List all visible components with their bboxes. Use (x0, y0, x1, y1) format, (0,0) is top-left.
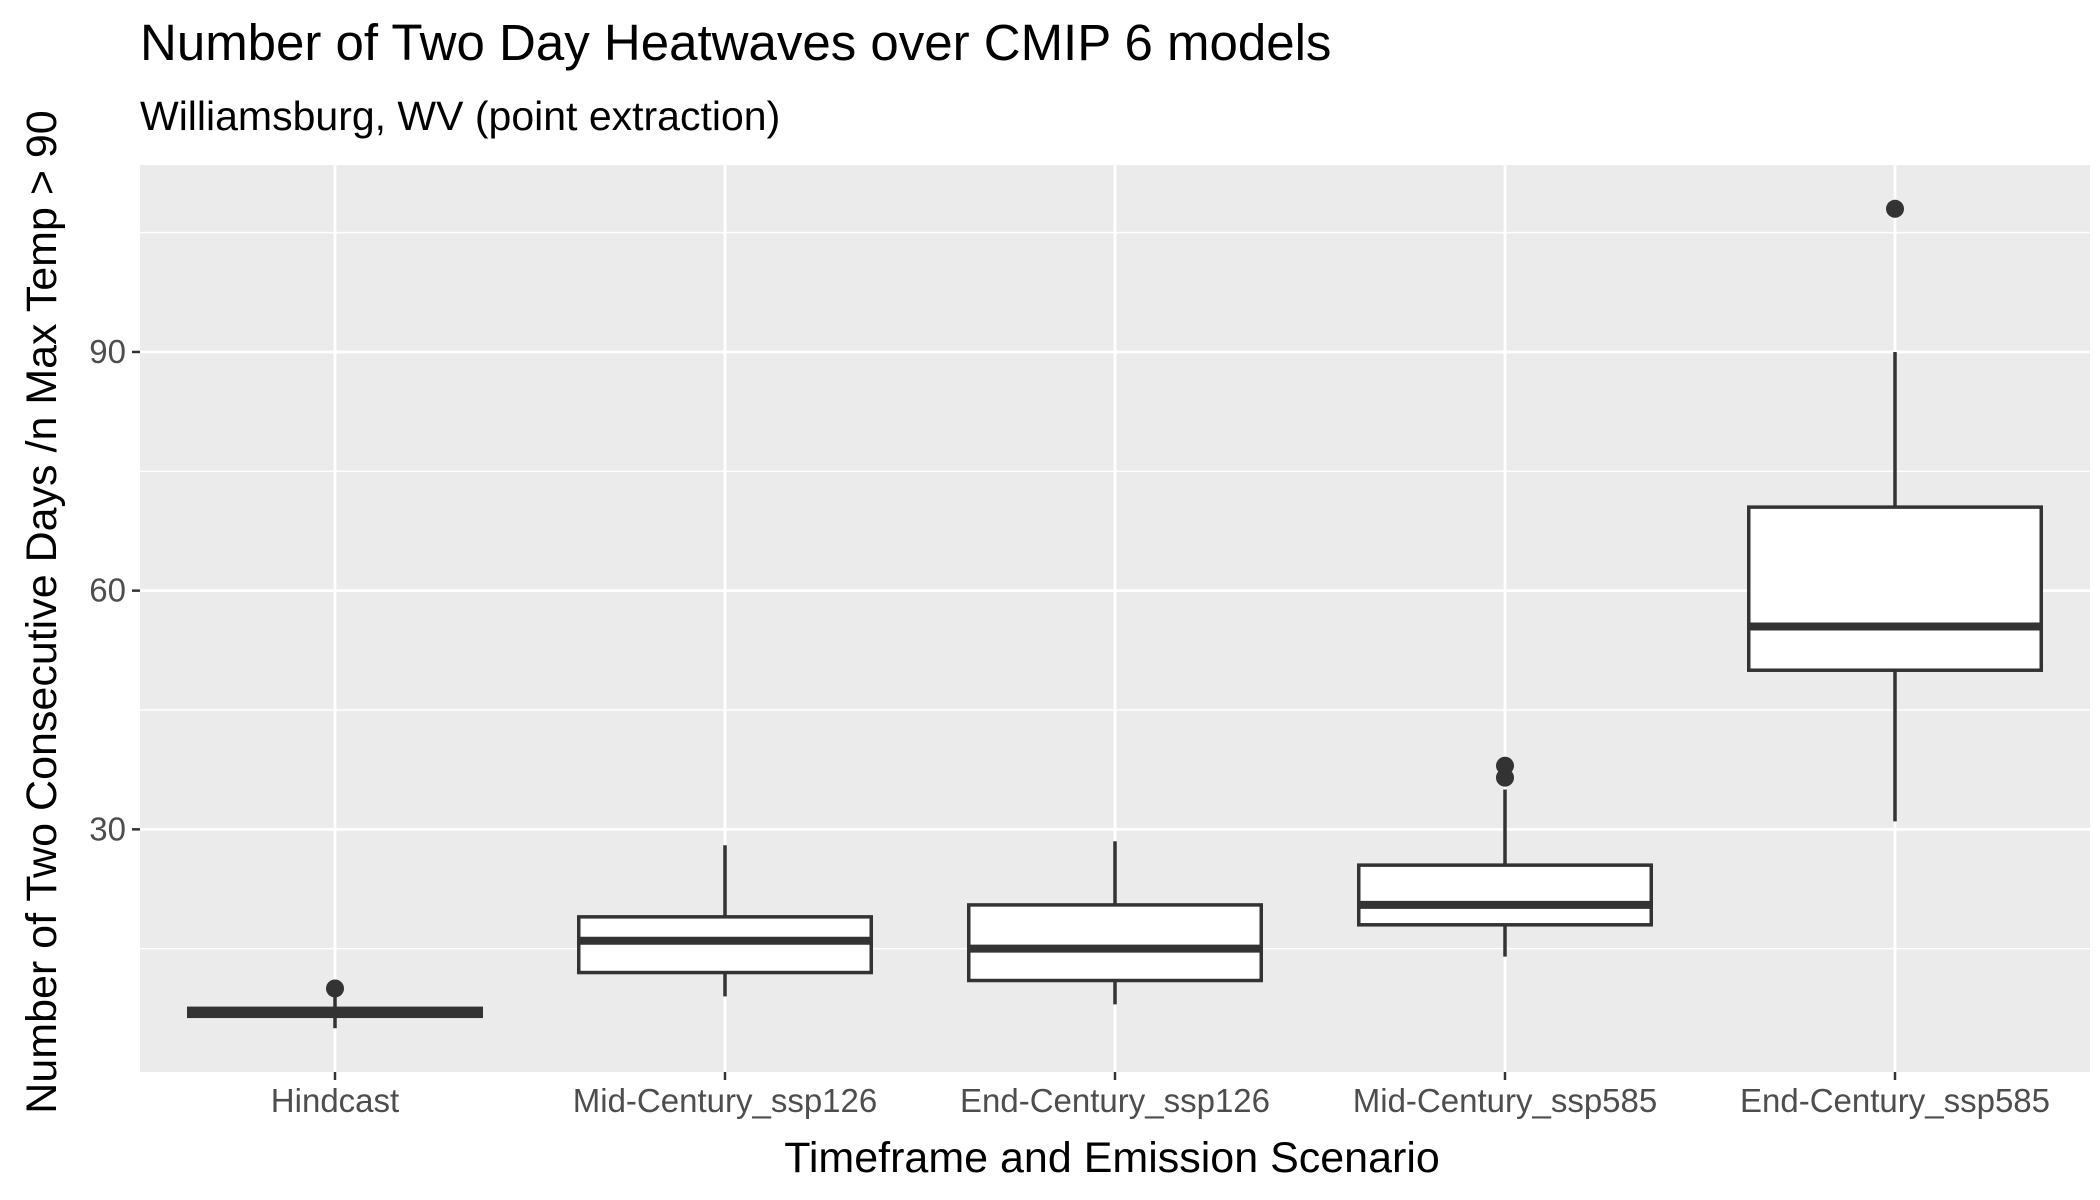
box-group (1747, 199, 2043, 822)
x-tick-label: End-Century_ssp585 (1740, 1082, 2050, 1119)
outlier-point (1886, 199, 1904, 218)
box-group (187, 979, 483, 1029)
y-tick-label: 30 (89, 810, 126, 847)
outlier-point (1496, 756, 1514, 775)
boxplots (187, 199, 2043, 1029)
x-tick-label: Hindcast (271, 1082, 399, 1119)
y-tick-label: 60 (89, 572, 126, 609)
x-tick-label: End-Century_ssp126 (960, 1082, 1270, 1119)
box-body (1357, 863, 1653, 927)
outlier-point (326, 979, 344, 998)
box-body (967, 903, 1263, 983)
chart-subtitle: Williamsburg, WV (point extraction) (140, 93, 780, 139)
box-group (1357, 756, 1653, 957)
chart-title: Number of Two Day Heatwaves over CMIP 6 … (140, 14, 1331, 71)
x-axis-title: Timeframe and Emission Scenario (784, 1134, 1440, 1182)
box-group (577, 845, 873, 997)
x-tick-label: Mid-Century_ssp126 (573, 1082, 877, 1119)
y-axis-title: Number of Two Consecutive Days /n Max Te… (18, 110, 66, 1113)
box-body (1747, 505, 2043, 672)
y-tick-label: 90 (89, 333, 126, 370)
box-group (967, 841, 1263, 1005)
x-tick-label: Mid-Century_ssp585 (1353, 1082, 1657, 1119)
axes: 30 60 90 Hindcast Mid-Century_ssp126 End-Cent… (89, 333, 2050, 1119)
